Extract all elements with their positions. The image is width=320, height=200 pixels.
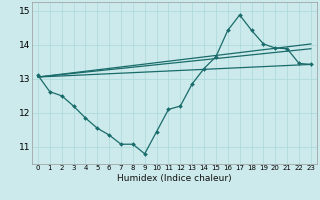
X-axis label: Humidex (Indice chaleur): Humidex (Indice chaleur): [117, 174, 232, 183]
